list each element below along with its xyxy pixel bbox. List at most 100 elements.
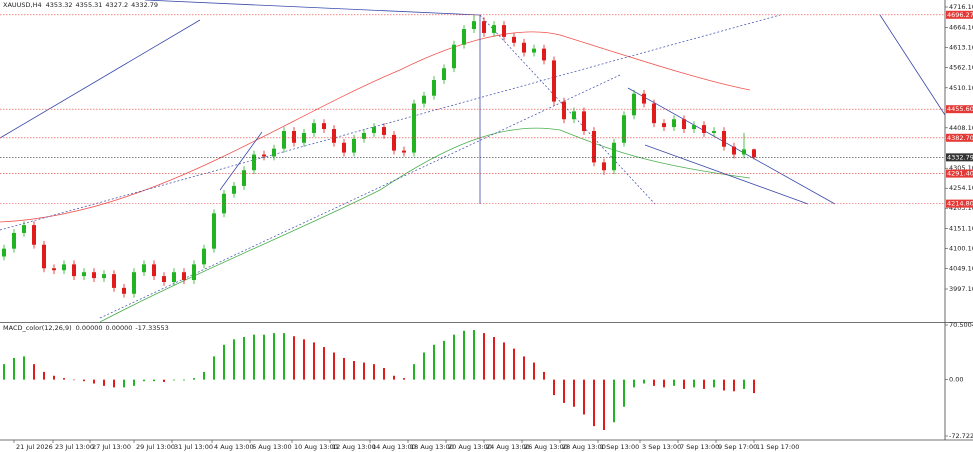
candle-body <box>2 248 6 257</box>
candle-body <box>502 25 506 37</box>
level-label: 4214.80 <box>947 200 973 208</box>
x-tick-label: 23 Jul 13:00 <box>55 443 94 451</box>
candle-body <box>42 244 46 269</box>
y-tick-label: 4408.10 <box>949 124 973 132</box>
y-tick-label: 4203.10 <box>949 204 973 212</box>
y-tick-label: 4716.10 <box>949 3 973 11</box>
candle-body <box>442 68 446 81</box>
candle-body <box>562 101 566 120</box>
candle-body <box>642 93 646 104</box>
candle-body <box>62 264 66 271</box>
histogram-bar <box>163 379 165 382</box>
candle-body <box>592 130 596 163</box>
histogram-bar <box>393 375 395 380</box>
histogram-bar <box>423 352 425 380</box>
wedge-line <box>644 144 809 205</box>
histogram-bar <box>463 330 465 380</box>
histogram-bar <box>373 364 375 380</box>
candle-body <box>752 149 756 158</box>
candle-body <box>322 123 326 130</box>
candle-body <box>492 25 496 33</box>
candle-body <box>382 127 386 135</box>
candle-body <box>402 150 406 153</box>
level-label-box <box>946 105 973 114</box>
candle-body <box>742 149 746 155</box>
histogram-bar <box>683 379 685 389</box>
histogram-bar <box>353 361 355 380</box>
x-tick-label: 26 Aug 13:00 <box>524 443 568 451</box>
histogram-bar <box>663 379 665 388</box>
candle-body <box>122 287 126 294</box>
histogram-bar <box>443 340 445 380</box>
trend-line <box>0 19 201 139</box>
level-label: 4332.79 <box>947 153 973 161</box>
candle-body <box>732 146 736 155</box>
histogram-bar <box>123 379 125 388</box>
candle-body <box>232 185 236 194</box>
main-header: XAUUSD,H4 4353.32 4355.31 4327.2 4332.79 <box>3 1 158 9</box>
x-tick-label: 6 Aug 13:00 <box>252 443 292 451</box>
candle-body <box>172 272 176 282</box>
indicator-readout: -17.33553 <box>135 324 168 332</box>
x-tick-label: 24 Aug 13:00 <box>486 443 530 451</box>
histogram-bar <box>503 342 505 380</box>
drawings <box>0 0 946 323</box>
histogram-bar <box>433 344 435 380</box>
symbol: XAUUSD,H4 <box>3 1 42 9</box>
trend-line <box>144 0 481 16</box>
histogram-bar <box>113 379 115 388</box>
candle-body <box>72 264 76 277</box>
histogram-bar <box>693 379 695 388</box>
histogram-bar <box>233 339 235 380</box>
histogram-bar <box>73 379 75 381</box>
histogram-bar <box>133 379 135 386</box>
candle-body <box>82 272 86 277</box>
histogram-bar <box>103 379 105 386</box>
histogram-bar <box>573 379 575 407</box>
candle-body <box>162 276 166 282</box>
histogram-bar <box>263 334 265 380</box>
candle-body <box>92 272 96 279</box>
candle-body <box>632 93 636 116</box>
candle-body <box>22 225 26 233</box>
histogram-bar <box>653 379 655 386</box>
indicator-readout: 0.00000 <box>76 324 103 332</box>
trend-line <box>219 131 263 191</box>
candle-body <box>392 134 396 151</box>
high-readout: 4355.31 <box>76 1 103 9</box>
candle-body <box>252 154 256 171</box>
histogram-bar <box>623 379 625 407</box>
histogram-bar <box>513 348 515 380</box>
moving-average-fast <box>99 127 751 323</box>
x-tick-label: 21 Jul 2026 <box>16 443 53 451</box>
x-tick-label: 12 Aug 13:00 <box>332 443 376 451</box>
candle-body <box>182 272 186 281</box>
candle-body <box>512 36 516 43</box>
wedge-line <box>627 87 836 205</box>
histogram-bar <box>583 379 585 415</box>
histogram-bar <box>173 379 175 381</box>
histogram-bar <box>643 379 645 384</box>
channel-line <box>0 14 781 231</box>
histogram-bar <box>253 334 255 380</box>
level-label: 4291.40 <box>947 170 973 178</box>
candle-body <box>202 248 206 265</box>
trend-line <box>879 14 946 116</box>
candle-body <box>602 162 606 171</box>
candle-body <box>32 225 36 245</box>
candle-body <box>622 115 626 143</box>
x-tick-label: 27 Jul 13:00 <box>92 443 131 451</box>
candle-body <box>532 48 536 53</box>
candle-body <box>242 170 246 186</box>
candle-body <box>552 60 556 102</box>
candle-body <box>472 21 476 30</box>
histogram-bar <box>213 356 215 380</box>
histogram-bar <box>283 333 285 380</box>
candle-body <box>452 44 456 69</box>
candle-body <box>12 232 16 249</box>
histogram-bar <box>473 330 475 380</box>
moving-average-slow <box>0 31 751 223</box>
indicator-readout: 0.00000 <box>106 324 133 332</box>
candle-body <box>612 142 616 171</box>
histogram-bar <box>293 336 295 380</box>
